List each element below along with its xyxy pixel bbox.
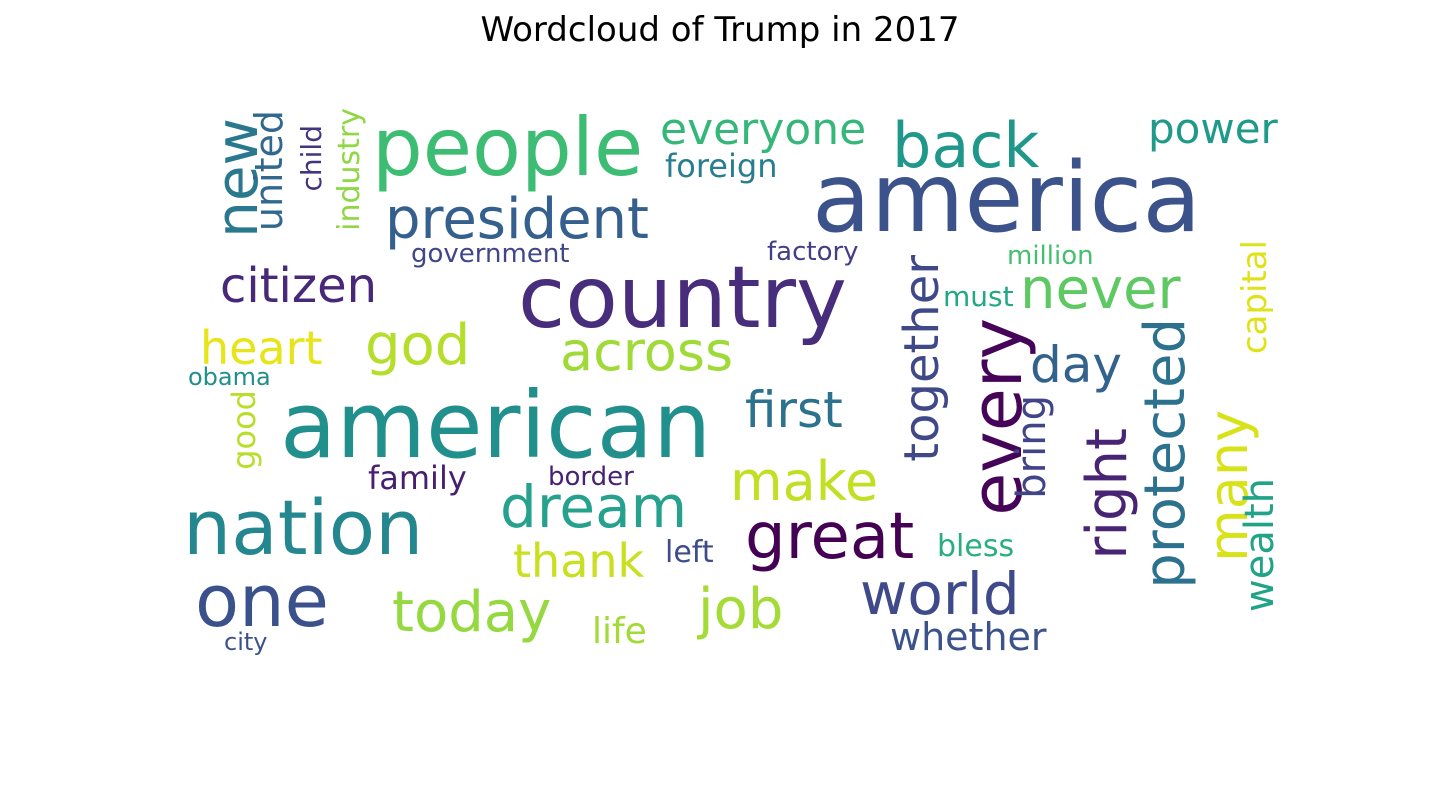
- word-president: president: [385, 187, 649, 252]
- word-foreign: foreign: [665, 147, 778, 185]
- word-job: job: [698, 577, 784, 642]
- word-everyone: everyone: [660, 104, 867, 155]
- wordcloud-area: america american country nation people one eve…: [180, 98, 1283, 668]
- word-nation: nation: [183, 483, 424, 572]
- word-world: world: [860, 560, 1020, 628]
- word-left: left: [665, 535, 714, 570]
- word-american: american: [280, 372, 712, 479]
- word-must: must: [943, 280, 1014, 313]
- word-great: great: [745, 500, 915, 574]
- word-capital: capital: [1235, 240, 1275, 355]
- word-life: life: [592, 611, 647, 652]
- chart-title: Wordcloud of Trump in 2017: [480, 10, 960, 50]
- word-america: america: [812, 142, 1202, 254]
- word-good: good: [225, 390, 263, 470]
- word-thank: thank: [513, 534, 645, 588]
- word-united: united: [247, 110, 291, 232]
- word-dream: dream: [500, 473, 688, 541]
- word-across: across: [560, 320, 734, 383]
- word-today: today: [392, 580, 552, 645]
- word-god: god: [365, 313, 471, 378]
- word-back: back: [892, 109, 1040, 182]
- word-one: one: [195, 559, 329, 643]
- word-right: right: [1075, 428, 1140, 560]
- word-protected: protected: [1133, 318, 1198, 589]
- word-bless: bless: [937, 529, 1015, 564]
- word-citizen: citizen: [220, 258, 378, 314]
- word-industry: industry: [332, 108, 367, 231]
- word-make: make: [730, 450, 879, 513]
- word-bring: bring: [1009, 395, 1055, 499]
- word-power: power: [1148, 104, 1278, 153]
- word-family: family: [368, 459, 467, 497]
- word-heart: heart: [200, 321, 323, 375]
- word-child: child: [295, 125, 328, 192]
- word-government: government: [411, 239, 570, 269]
- word-million: million: [1007, 241, 1094, 271]
- word-first: first: [745, 381, 843, 439]
- word-whether: whether: [890, 615, 1047, 659]
- word-city: city: [224, 628, 268, 656]
- word-day: day: [1030, 336, 1122, 394]
- word-wealth: wealth: [1237, 478, 1283, 612]
- word-factory: factory: [767, 237, 859, 267]
- word-people: people: [372, 101, 644, 194]
- word-country: country: [518, 248, 847, 348]
- word-together: together: [894, 255, 950, 462]
- word-border: border: [548, 462, 634, 492]
- word-obama: obama: [188, 363, 271, 391]
- word-never: never: [1020, 257, 1181, 322]
